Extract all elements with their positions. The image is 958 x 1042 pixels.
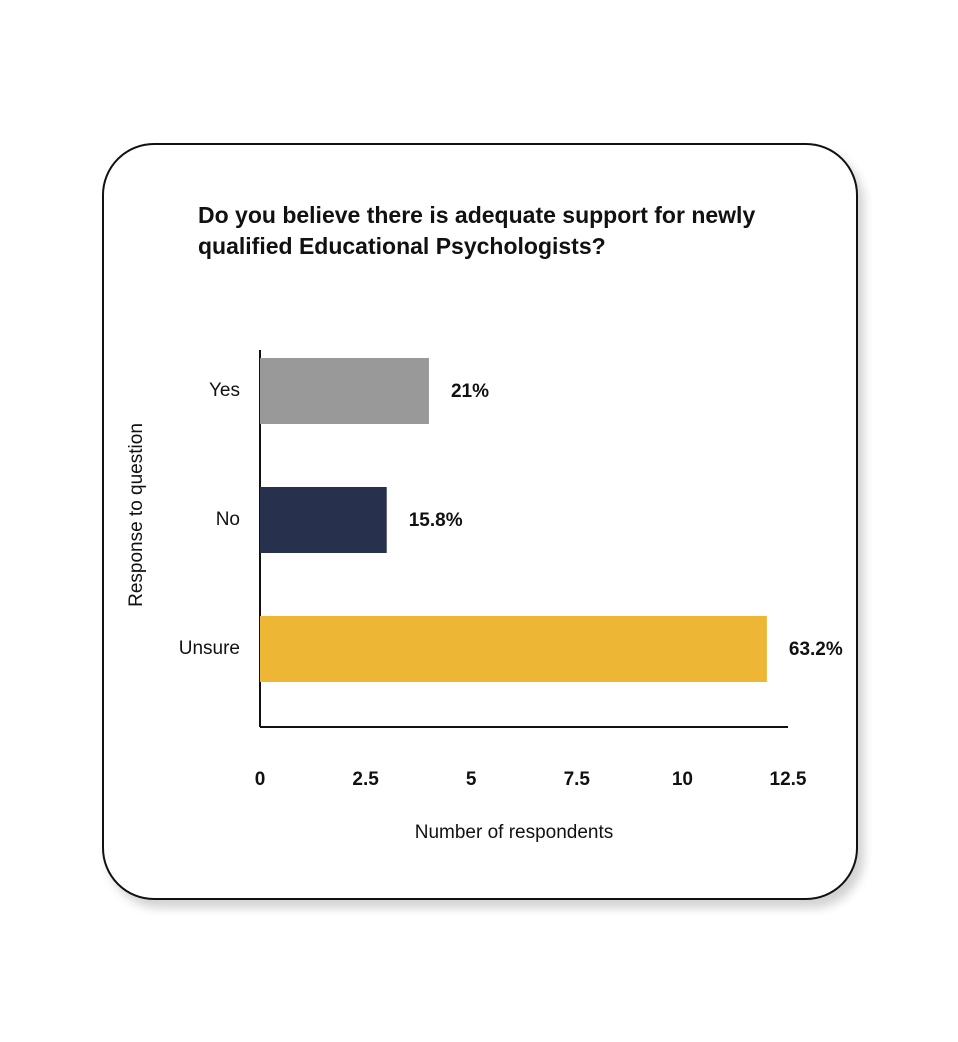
x-axis-label: Number of respondents [415, 822, 614, 843]
chart-title: Do you believe there is adequate support… [198, 202, 756, 259]
bar [260, 358, 429, 424]
x-tick-label: 10 [672, 769, 693, 790]
data-label: 15.8% [409, 510, 463, 531]
bar [260, 487, 387, 553]
x-tick-label: 2.5 [352, 769, 379, 790]
y-tick-label: Unsure [179, 638, 240, 659]
x-tick-label: 5 [466, 769, 477, 790]
data-label: 63.2% [789, 639, 843, 660]
y-tick-label: No [216, 509, 240, 530]
x-tick-label: 0 [255, 769, 266, 790]
x-tick-label: 12.5 [770, 769, 807, 790]
bar [260, 616, 767, 682]
y-tick-label: Yes [209, 380, 240, 401]
y-axis-label: Response to question [126, 423, 147, 607]
x-tick-label: 7.5 [564, 769, 591, 790]
card [102, 143, 858, 900]
data-label: 21% [451, 381, 489, 402]
